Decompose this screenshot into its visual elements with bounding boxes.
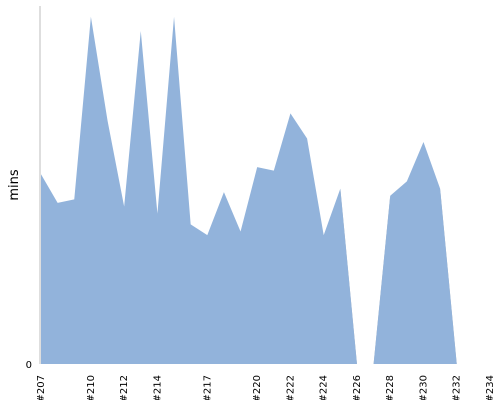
plot-area — [41, 16, 490, 365]
x-tick-label: #210 — [86, 375, 97, 400]
x-tick-label: #222 — [285, 375, 296, 400]
x-tick-label: #207 — [36, 375, 47, 400]
x-tick-label: #228 — [385, 375, 396, 400]
y-tick-label-0: 0 — [26, 360, 32, 371]
x-tick-label: #226 — [352, 375, 363, 400]
series-area — [41, 16, 490, 365]
x-tick-label: #217 — [202, 375, 213, 400]
x-tick-label: #214 — [152, 375, 163, 400]
x-tick-label: #220 — [252, 375, 263, 400]
x-tick-label: #230 — [418, 375, 429, 400]
y-axis-label: mins — [7, 169, 22, 201]
x-axis-ticks: #207 #210 #212 #214 #217 #220 #222 #224 #226 #228… — [36, 375, 496, 400]
x-tick-label: #212 — [119, 375, 130, 400]
x-tick-label: #232 — [452, 375, 463, 400]
x-tick-label: #224 — [319, 375, 330, 400]
x-tick-label: #234 — [485, 375, 496, 400]
